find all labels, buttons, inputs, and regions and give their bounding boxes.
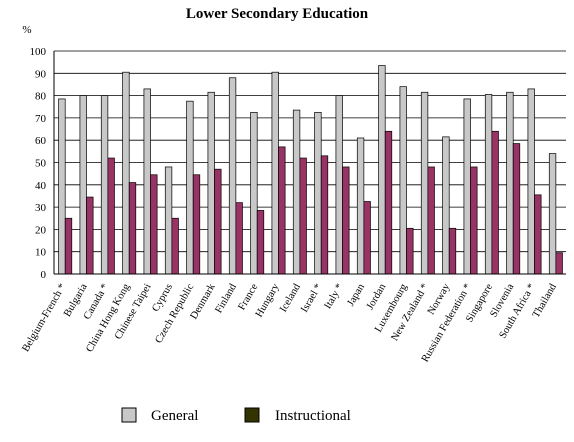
legend: General Instructional [121,407,351,424]
bar-general [207,91,215,275]
legend-label-instructional: Instructional [275,408,351,424]
bar-general [463,98,471,275]
x-tick-label: Israel * [299,282,324,315]
y-tick-label: 0 [41,269,47,281]
y-tick-label: 40 [35,180,47,192]
bar-instructional [192,174,201,275]
bars-group [58,65,563,275]
bar-general [143,88,151,275]
bar-general [250,111,258,275]
y-tick-labels: 0 10 20 30 40 50 60 70 80 90 100 [30,46,47,281]
bar-instructional [214,168,222,275]
y-tick-label: 100 [30,46,47,58]
bar-general [484,94,493,275]
bar-instructional [491,130,499,275]
bar-instructional [128,182,137,275]
bar-instructional [299,157,307,275]
x-tick-label: Italy * [323,282,346,311]
y-tick-label: 90 [35,68,47,80]
y-tick-label: 80 [35,91,47,103]
legend-label-general: General [151,408,198,424]
bar-instructional [406,227,414,275]
gridlines [54,50,566,275]
bar-general [527,88,535,275]
bar-instructional [512,143,521,275]
x-tick-label: Belgium-French * [20,282,68,354]
bar-general [228,77,237,275]
y-tick-label: 20 [35,224,47,236]
bar-general [356,137,365,275]
bar-instructional [235,202,243,275]
bar-general [548,153,557,275]
bar-instructional [555,252,563,275]
bar-instructional [470,166,478,275]
chart-title: Lower Secondary Education [186,6,369,22]
bar-instructional [427,166,435,275]
bar-general [122,71,130,275]
bar-general [58,98,66,275]
bar-general [335,95,343,275]
bar-instructional [64,217,73,275]
y-tick-label: 10 [35,247,47,259]
y-axis-label: % [22,24,31,36]
bar-general [164,166,173,275]
bar-instructional [86,196,94,275]
bar-general [506,91,514,275]
x-tick-label: Japan [346,281,368,308]
bar-general [442,136,450,275]
bar-general [271,71,279,275]
bar-instructional [363,201,371,275]
bar-general [420,91,429,275]
bar-instructional [320,155,329,275]
bar-general [292,109,301,275]
bar-general [314,111,322,275]
bar-instructional [171,217,179,275]
y-tick-label: 50 [35,158,47,170]
bar-instructional [342,166,350,275]
bar-general [79,95,87,275]
bar-instructional [256,210,265,275]
bar-general [100,95,109,275]
bar-instructional [384,130,393,275]
y-tick-label: 60 [35,135,47,147]
bar-instructional [107,157,115,275]
legend-swatch-general [121,407,137,423]
bar-instructional [278,146,286,275]
bar-general [399,86,407,275]
bar-general [378,65,386,275]
legend-swatch-instructional [244,407,260,423]
y-tick-label: 70 [35,113,47,125]
x-tick-label: Finland [213,281,239,315]
y-tick-label: 30 [35,202,47,214]
bar-general [186,100,194,275]
bar-instructional [448,227,457,275]
bar-instructional [150,174,158,275]
bar-instructional [534,194,542,275]
